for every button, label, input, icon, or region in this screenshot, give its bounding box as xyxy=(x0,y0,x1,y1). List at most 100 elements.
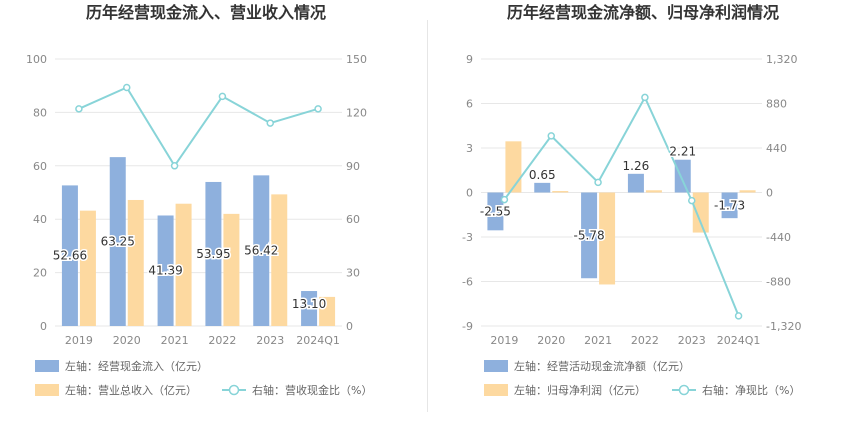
chart1-bar-b-2024Q1 xyxy=(319,296,336,326)
chart1-bar-a-2022 xyxy=(205,181,222,326)
chart2-category-label: 2020 xyxy=(537,334,565,347)
chart1-category-label: 2022 xyxy=(208,334,236,347)
chart1-legend-swatch xyxy=(35,384,59,396)
chart2-bar-b-2023 xyxy=(692,192,709,233)
chart2-bar-a-2020 xyxy=(534,182,551,193)
chart1-left-tick-label: 0 xyxy=(40,320,47,333)
chart2-line-series xyxy=(503,95,740,317)
chart1-right-tick-label: 120 xyxy=(346,106,367,119)
chart1-bar-b-2021 xyxy=(175,203,192,326)
chart1-right-tick-label: 150 xyxy=(346,53,367,66)
chart2-left-tick-label: 0 xyxy=(466,187,473,200)
chart1-legend-marker xyxy=(228,384,240,396)
chart2-category-label: 2023 xyxy=(678,334,706,347)
chart2-data-label-2021: -5.78 xyxy=(574,228,605,242)
chart2-bar-a-2022 xyxy=(627,173,644,193)
chart1-legend-label: 左轴：经营现金流入（亿元） xyxy=(65,359,208,373)
chart2-bar-b-2022 xyxy=(645,190,662,193)
chart2-data-label-2024Q1: -1.73 xyxy=(714,198,745,212)
chart2-right-tick-label: -1,320 xyxy=(766,320,801,333)
chart1-right-tick-label: 30 xyxy=(346,267,360,280)
chart1-data-label-2020: 63.25 xyxy=(101,235,135,249)
chart1-line-point-2024Q1 xyxy=(314,105,322,113)
chart1-bar-b-2022 xyxy=(223,213,240,326)
chart2-right-tick-label: 880 xyxy=(766,98,787,111)
chart2-left-tick-label: 9 xyxy=(466,53,473,66)
chart2-right-tick-label: 1,320 xyxy=(766,53,798,66)
chart1-legend-label: 左轴：营业总收入（亿元） xyxy=(65,383,197,397)
chart1-data-label-2023: 56.42 xyxy=(244,244,278,258)
chart2-right-tick-label: 440 xyxy=(766,142,787,155)
chart1-bar-b-2020 xyxy=(127,199,144,326)
chart1-legend-swatch xyxy=(35,360,59,372)
chart2-line-point-2023 xyxy=(688,196,696,205)
chart2-data-label-2023: 2.21 xyxy=(669,145,696,159)
chart1-category-label: 2020 xyxy=(113,334,141,347)
chart2-left-tick-label: -3 xyxy=(462,231,473,244)
chart2-legend-label: 左轴：经营活动现金流净额（亿元） xyxy=(514,359,690,373)
chart2-legend-label: 右轴：净现比（%） xyxy=(702,383,800,397)
chart2-title: 历年经营现金流净额、归母净利润情况 xyxy=(507,3,779,22)
chart1-data-label-2021: 41.39 xyxy=(148,264,182,278)
chart1-left-tick-label: 100 xyxy=(26,53,47,66)
chart2-line-point-2022 xyxy=(641,93,649,102)
chart1-line-series xyxy=(78,86,319,168)
chart1-line-point-2019 xyxy=(75,105,83,113)
chart2-category-label: 2021 xyxy=(584,334,612,347)
chart2-data-label-2022: 1.26 xyxy=(623,159,650,173)
chart2-right-tick-label: -440 xyxy=(766,231,791,244)
chart1-data-label-2022: 53.95 xyxy=(196,247,230,261)
chart1-bar-b-2019 xyxy=(79,210,96,326)
chart1-category-label: 2024Q1 xyxy=(296,334,340,347)
chart1-left-tick-label: 80 xyxy=(33,106,47,119)
chart1-right-tick-label: 90 xyxy=(346,160,360,173)
chart1-bar-a-2021 xyxy=(157,215,174,326)
chart1-line-point-2023 xyxy=(266,119,274,127)
chart2-left-tick-label: -6 xyxy=(462,276,473,289)
chart1-line-point-2020 xyxy=(123,83,131,92)
chart1-left-tick-label: 20 xyxy=(33,267,47,280)
chart2-category-label: 2022 xyxy=(631,334,659,347)
chart1-title: 历年经营现金流入、营业收入情况 xyxy=(86,3,326,22)
chart1-line-point-2021 xyxy=(170,162,179,170)
chart1-bar-a-2020 xyxy=(109,157,126,326)
chart1-category-label: 2019 xyxy=(65,334,93,347)
chart2-bar-b-2020 xyxy=(552,191,569,193)
chart1-data-label-2024Q1: 13.10 xyxy=(292,297,326,311)
chart2-bar-a-2021 xyxy=(581,192,598,279)
chart2-bar-b-2021 xyxy=(599,192,616,285)
chart2-left-tick-label: 3 xyxy=(466,142,473,155)
panel-divider xyxy=(427,20,428,412)
chart1-line-point-2022 xyxy=(218,92,227,101)
chart1-left-tick-label: 40 xyxy=(33,213,47,226)
chart2-line-point-2024Q1 xyxy=(734,312,743,320)
chart1-right-tick-label: 0 xyxy=(346,320,353,333)
chart2-bar-a-2024Q1 xyxy=(721,192,738,219)
chart2-bar-a-2019 xyxy=(487,192,504,231)
chart2-legend-label: 左轴：归母净利润（亿元） xyxy=(514,383,646,397)
chart2-category-label: 2019 xyxy=(490,334,518,347)
chart2-left-tick-label: 6 xyxy=(466,98,473,111)
chart2-bar-b-2019 xyxy=(505,141,522,193)
chart2-bar-a-2023 xyxy=(674,159,691,193)
chart1-bar-a-2023 xyxy=(253,175,270,326)
chart2-data-label-2019: -2.55 xyxy=(480,204,511,218)
chart1-category-label: 2023 xyxy=(256,334,284,347)
chart2-category-label: 2024Q1 xyxy=(717,334,761,347)
chart2-line-point-2021 xyxy=(594,178,602,187)
chart2-bar-b-2024Q1 xyxy=(739,190,756,193)
chart2-legend-swatch xyxy=(484,360,508,372)
chart1-right-tick-label: 60 xyxy=(346,213,360,226)
chart1-bar-b-2023 xyxy=(271,194,288,326)
chart1-legend-label: 右轴：营收现金比（%） xyxy=(252,383,372,397)
chart2-legend-swatch xyxy=(484,384,508,396)
chart1-bar-a-2019 xyxy=(61,185,78,326)
chart1-category-label: 2021 xyxy=(161,334,189,347)
chart2-line-point-2019 xyxy=(500,195,509,204)
chart1-bar-a-2024Q1 xyxy=(301,291,318,326)
chart2-right-tick-label: 0 xyxy=(766,187,773,200)
chart1-data-label-2019: 52.66 xyxy=(53,249,87,263)
chart2-left-tick-label: -9 xyxy=(462,320,473,333)
